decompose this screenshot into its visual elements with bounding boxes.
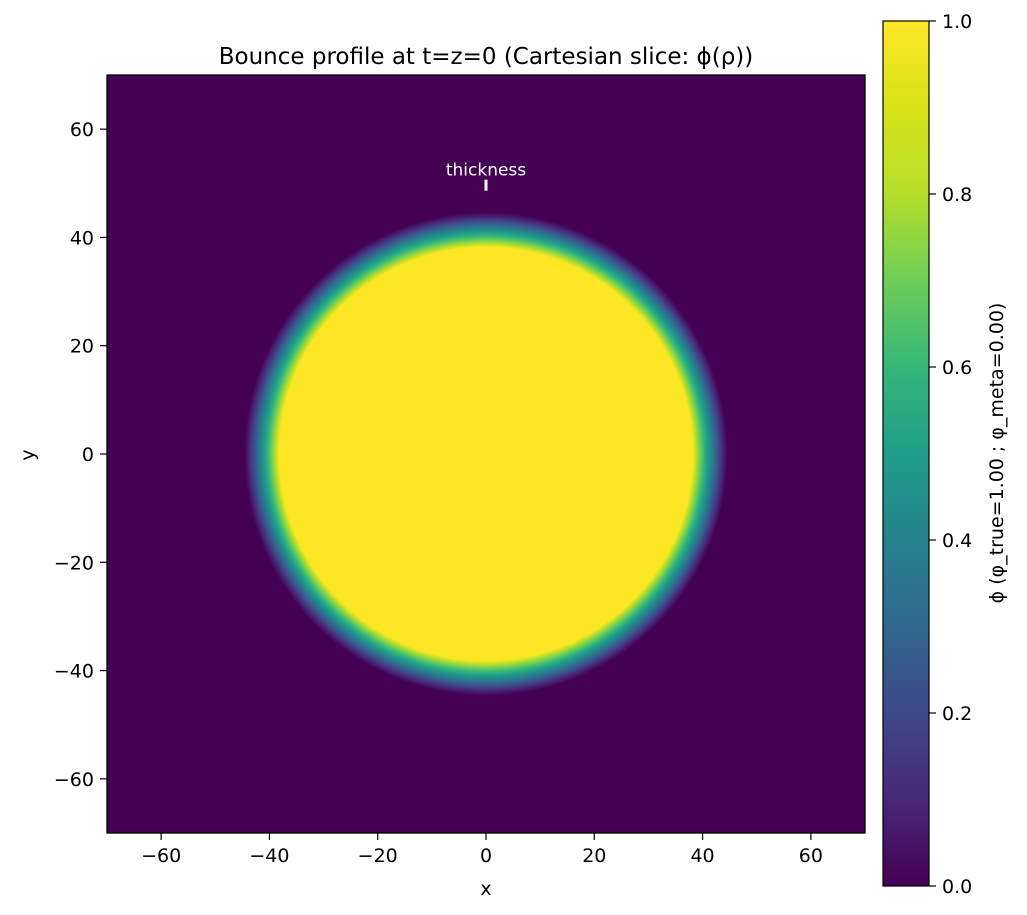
bubble-profile [236, 204, 736, 704]
thickness-label: thickness [446, 161, 526, 181]
x-axis-ticks: −60 −40 −20 0 20 40 60 [141, 833, 823, 867]
y-tick-label: 0 [82, 444, 94, 466]
colorbar-label: ϕ (φ_true=1.00 ; φ_meta=0.00) [986, 303, 1008, 604]
colorbar-tick-label: 0.8 [942, 184, 972, 206]
y-axis-ticks: 60 40 20 0 −20 −40 −60 [54, 119, 107, 791]
colorbar [882, 20, 930, 887]
thickness-annotation: thickness [446, 161, 526, 191]
colorbar-tick-label: 0.6 [942, 357, 972, 379]
colorbar-tick-label: 1.0 [942, 11, 972, 33]
y-tick-label: 40 [70, 227, 94, 249]
y-tick-label: −60 [54, 769, 94, 791]
x-tick-label: 20 [582, 845, 606, 867]
y-tick-label: −40 [54, 661, 94, 683]
x-tick-label: −40 [249, 845, 289, 867]
colorbar-ticks: 1.0 0.8 0.6 0.4 0.2 0.0 [929, 11, 972, 898]
x-tick-label: −60 [141, 845, 181, 867]
y-tick-label: 20 [70, 336, 94, 358]
y-axis-label: y [17, 449, 39, 460]
y-tick-label: 60 [70, 119, 94, 141]
colorbar-tick-label: 0.4 [942, 530, 972, 552]
colorbar-tick-label: 0.0 [942, 876, 972, 898]
colorbar-tick-label: 0.2 [942, 703, 972, 725]
y-tick-label: −20 [54, 552, 94, 574]
x-tick-label: 40 [690, 845, 714, 867]
x-tick-label: −20 [358, 845, 398, 867]
heatmap [107, 75, 865, 833]
chart-title: Bounce profile at t=z=0 (Cartesian slice… [219, 44, 754, 70]
x-tick-label: 60 [799, 845, 823, 867]
x-tick-label: 0 [480, 845, 492, 867]
x-axis-label: x [480, 878, 491, 900]
